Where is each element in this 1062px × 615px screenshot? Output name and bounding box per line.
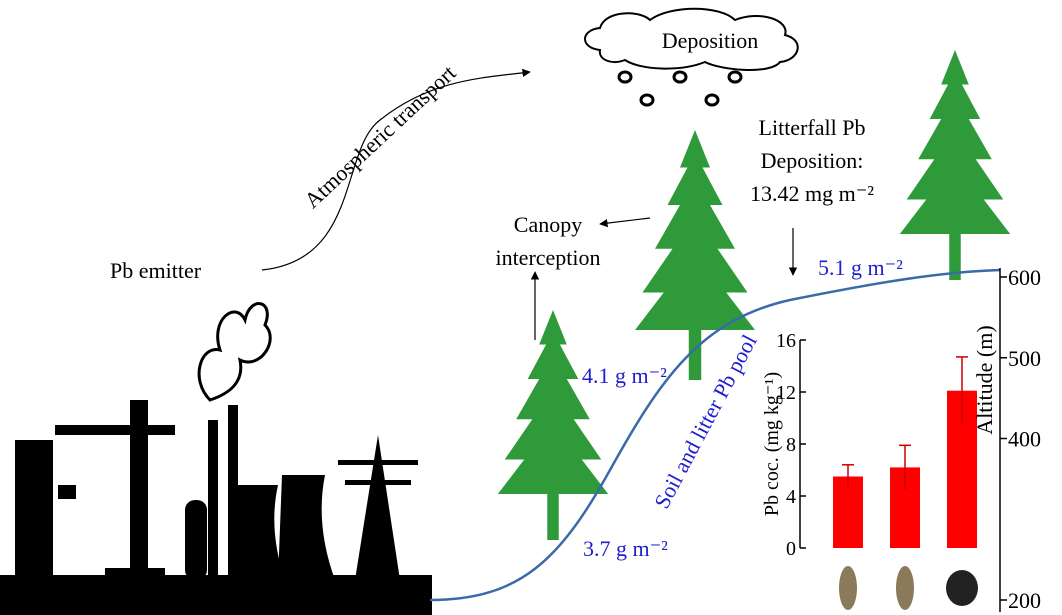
insect-icon xyxy=(946,570,978,606)
emitter-label: Pb emitter xyxy=(110,258,202,283)
pool-value: 3.7 g m⁻² xyxy=(583,536,668,561)
shape xyxy=(338,460,418,465)
pool-label: Soil and litter Pb pool xyxy=(649,330,762,512)
canopy-label: interception xyxy=(495,245,600,270)
pool-value: 4.1 g m⁻² xyxy=(582,363,667,388)
shape xyxy=(185,500,207,580)
y-axis-label: Pb coc. (mg kg⁻¹) xyxy=(761,372,783,516)
shape xyxy=(197,302,272,402)
cloud xyxy=(584,7,799,71)
canopy-arrow xyxy=(599,217,651,228)
y-tick-label: 12 xyxy=(776,382,796,404)
shape xyxy=(58,485,76,499)
factory xyxy=(0,302,432,615)
y-tick-label: 4 xyxy=(786,486,796,508)
shape xyxy=(355,435,400,580)
inset-chart: 0 4 8 12 16 Pb coc. (mg kg⁻¹) 200 400 500 600 Alti… xyxy=(761,265,1041,613)
altitude-tick-label: 600 xyxy=(1008,265,1041,290)
shape xyxy=(15,440,53,580)
insect-icon xyxy=(839,566,857,610)
shape xyxy=(208,420,218,580)
litterfall-label: Deposition: xyxy=(761,148,864,173)
shape xyxy=(727,70,743,84)
shape xyxy=(617,70,633,84)
shape xyxy=(278,475,335,580)
litterfall-label: 13.42 mg m⁻² xyxy=(750,181,874,206)
transport-label: Atmospheric transport xyxy=(299,60,460,213)
shape xyxy=(228,405,238,580)
raindrops xyxy=(617,70,743,107)
y-tick-label: 8 xyxy=(786,434,796,456)
shape xyxy=(639,93,655,107)
canopy-label: Canopy xyxy=(514,212,582,237)
y-tick-label: 16 xyxy=(776,330,796,352)
slope-curve xyxy=(429,268,1001,602)
transport-arrow xyxy=(261,68,531,271)
shape xyxy=(0,575,432,615)
pool-value: 5.1 g m⁻² xyxy=(818,255,903,280)
insect-icon xyxy=(896,566,914,610)
shape xyxy=(105,568,165,578)
altitude-tick-label: 200 xyxy=(1008,588,1041,613)
shape xyxy=(672,70,688,84)
y-tick-label: 0 xyxy=(786,538,796,560)
shape xyxy=(55,425,175,435)
altitude-tick-label: 400 xyxy=(1008,427,1041,452)
deposition-label: Deposition xyxy=(662,28,759,53)
tree xyxy=(497,310,609,540)
shape xyxy=(232,485,285,580)
tree xyxy=(899,50,1011,280)
shape xyxy=(130,400,148,575)
bar xyxy=(833,476,863,548)
altitude-axis-label: Altitude (m) xyxy=(972,325,997,434)
shape xyxy=(345,480,411,485)
litterfall-label: Litterfall Pb xyxy=(759,115,866,140)
shape xyxy=(704,93,720,107)
altitude-tick-label: 500 xyxy=(1008,346,1041,371)
